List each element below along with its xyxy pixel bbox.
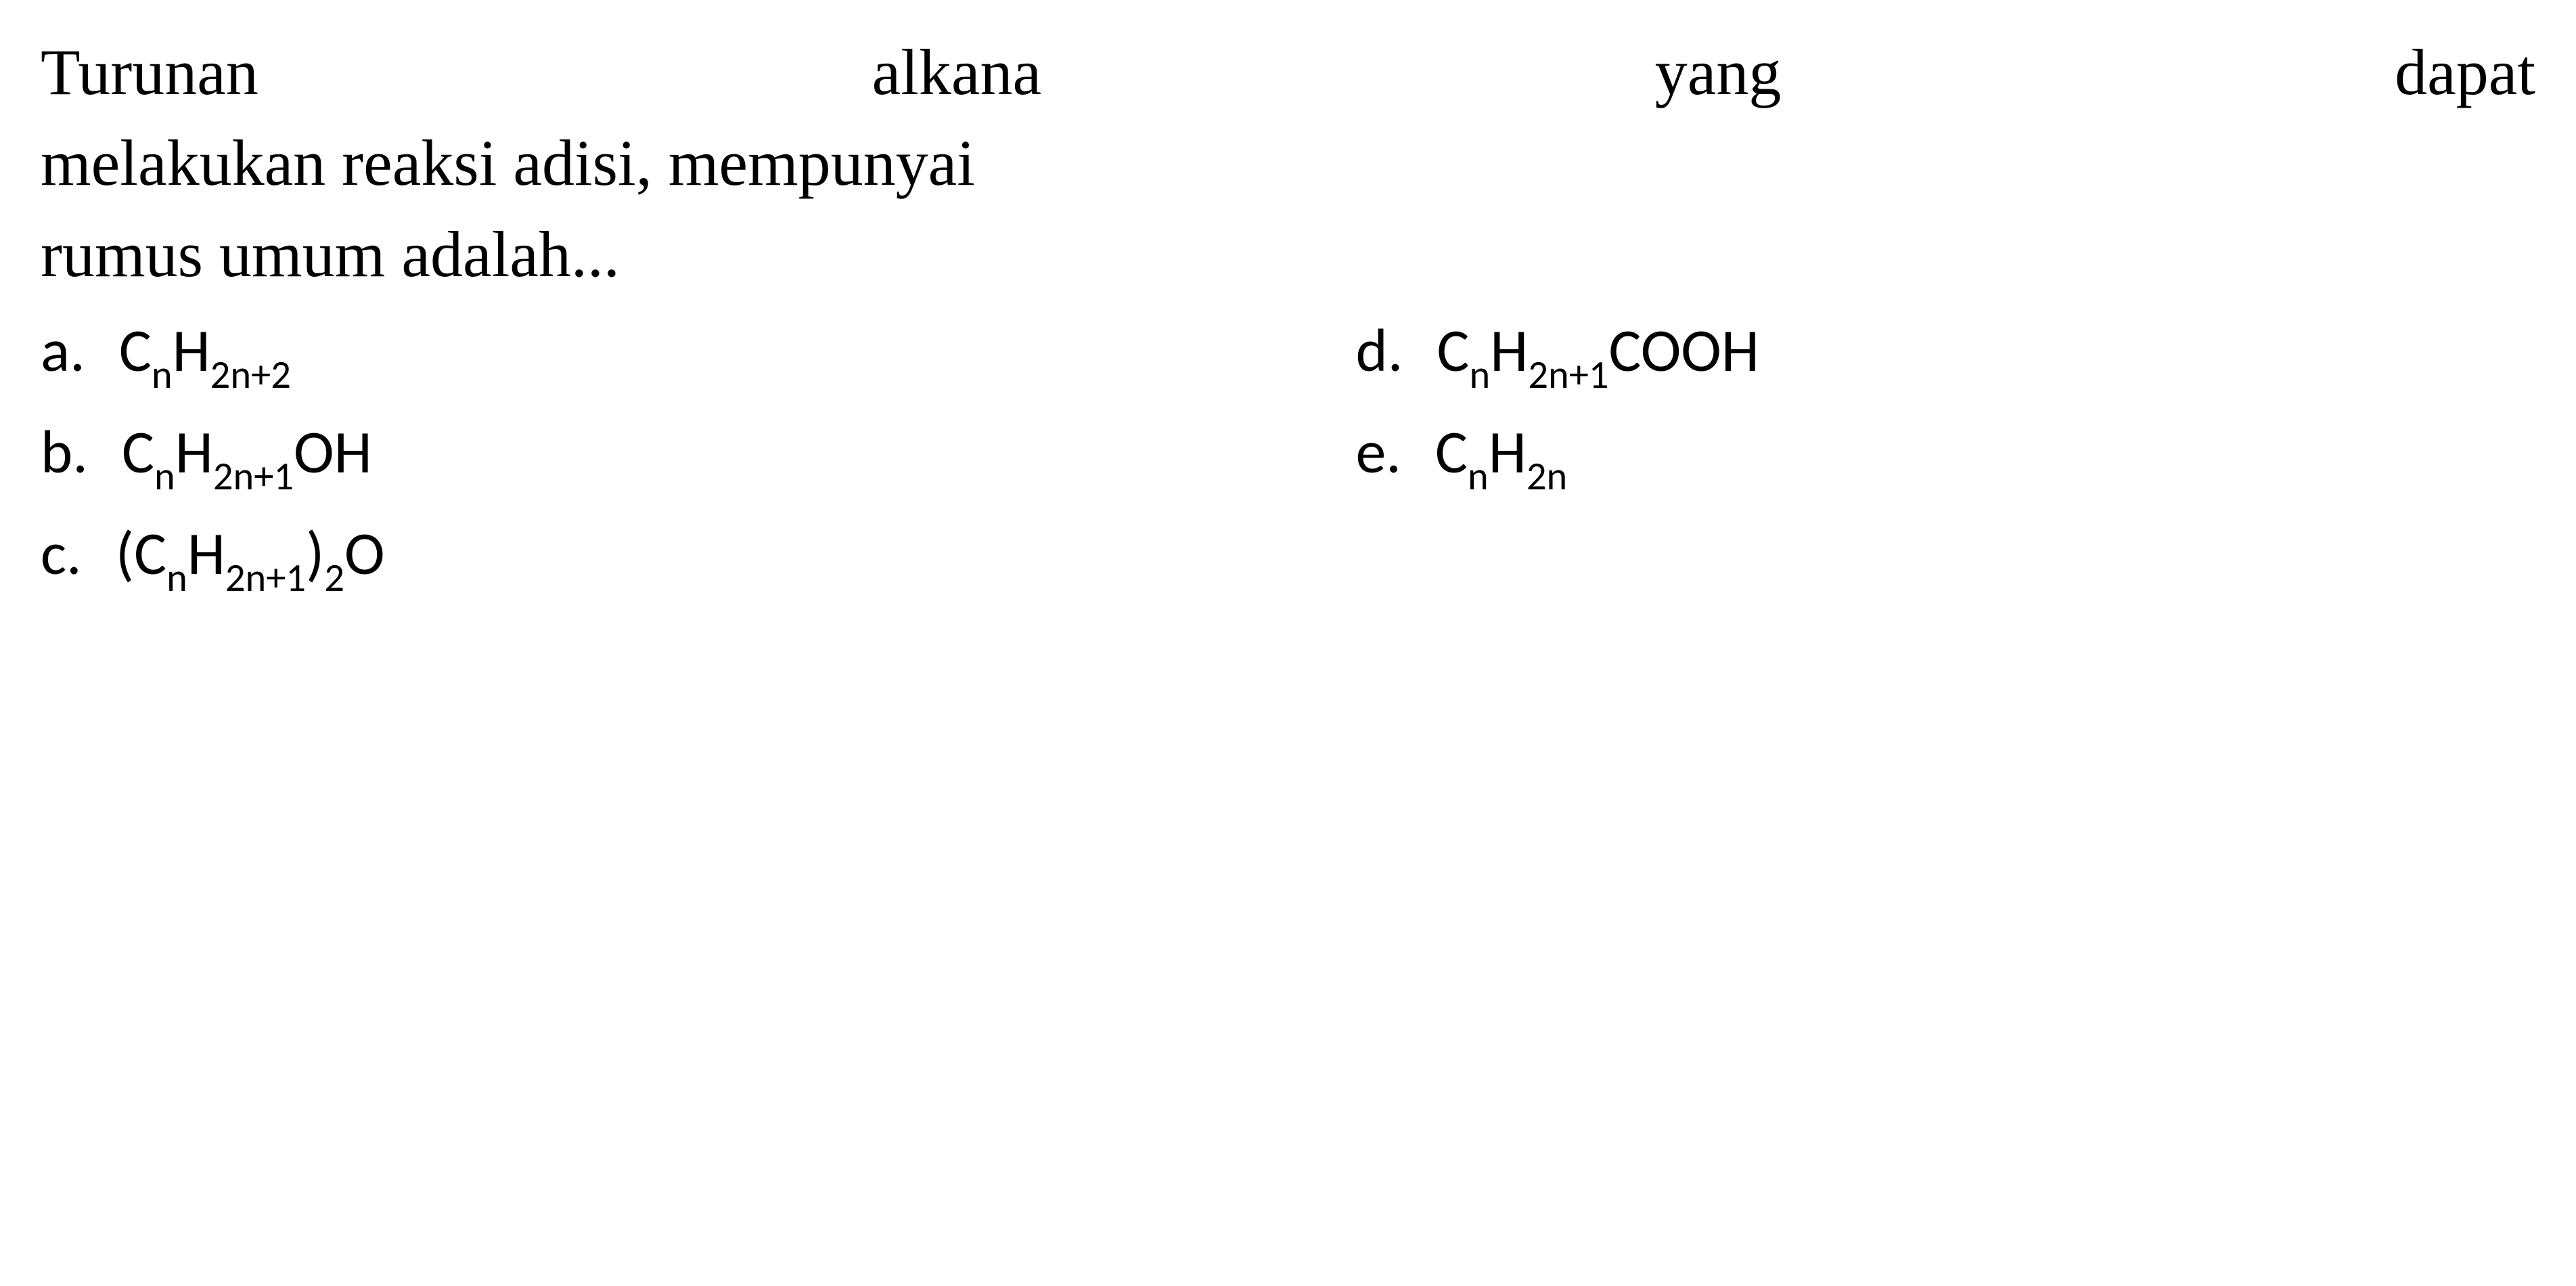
formula-part: H xyxy=(1489,415,1527,489)
formula-part: C xyxy=(119,313,152,388)
formula-part: C xyxy=(1437,313,1470,388)
q-word-1: Turunan xyxy=(41,27,258,118)
option-c-formula: (CnH2n+1)2O xyxy=(116,516,385,598)
formula-part: C xyxy=(1435,415,1468,489)
option-d-formula: CnH2n+1COOH xyxy=(1437,313,1759,395)
option-e: e. CnH2n xyxy=(1356,415,2536,496)
formula-part: H xyxy=(187,516,225,591)
option-b: b. CnH2n+1OH xyxy=(41,415,1221,496)
option-b-formula: CnH2n+1OH xyxy=(122,415,372,496)
option-a: a. CnH2n+2 xyxy=(41,313,1221,395)
option-d-letter: d. xyxy=(1356,313,1403,388)
formula-sub: 2n+1 xyxy=(225,553,306,602)
formula-sub: 2n+1 xyxy=(213,451,294,500)
formula-sub: n xyxy=(154,451,175,500)
formula-sub: 2n xyxy=(1527,451,1567,500)
option-c-letter: c. xyxy=(41,516,82,591)
option-b-letter: b. xyxy=(41,415,88,489)
formula-part: OH xyxy=(294,415,372,489)
q-word-2: alkana xyxy=(872,27,1042,118)
option-e-letter: e. xyxy=(1356,415,1402,489)
options-container: a. CnH2n+2 d. CnH2n+1COOH b. CnH2n+1OH e… xyxy=(41,313,2535,598)
option-c: c. (CnH2n+1)2O xyxy=(41,516,1221,598)
question-line-1: Turunan alkana yang dapat xyxy=(41,27,2535,118)
question-text: Turunan alkana yang dapat melakukan reak… xyxy=(41,27,2535,300)
formula-sub: n xyxy=(1468,451,1489,500)
formula-part: COOH xyxy=(1609,313,1759,388)
formula-sub: 2n+2 xyxy=(210,350,291,399)
formula-sub: n xyxy=(152,350,173,399)
formula-sub: n xyxy=(166,553,187,602)
formula-part: C xyxy=(134,516,166,591)
option-a-letter: a. xyxy=(41,313,85,388)
option-e-formula: CnH2n xyxy=(1435,415,1567,496)
formula-part: ( xyxy=(116,516,134,591)
formula-part: O xyxy=(344,516,385,591)
question-line-2: melakukan reaksi adisi, mempunyai xyxy=(41,118,2535,208)
formula-part: ) xyxy=(306,516,324,591)
question-line-3: rumus umum adalah... xyxy=(41,209,2535,300)
formula-sub: 2 xyxy=(324,553,344,602)
formula-part: H xyxy=(173,313,210,388)
formula-part: H xyxy=(1490,313,1528,388)
option-a-formula: CnH2n+2 xyxy=(119,313,291,395)
formula-part: C xyxy=(122,415,154,489)
formula-sub: 2n+1 xyxy=(1528,350,1608,399)
formula-part: H xyxy=(175,415,213,489)
option-d: d. CnH2n+1COOH xyxy=(1356,313,2536,395)
formula-sub: n xyxy=(1470,350,1491,399)
q-word-3: yang xyxy=(1655,27,1782,118)
q-word-4: dapat xyxy=(2395,27,2535,118)
